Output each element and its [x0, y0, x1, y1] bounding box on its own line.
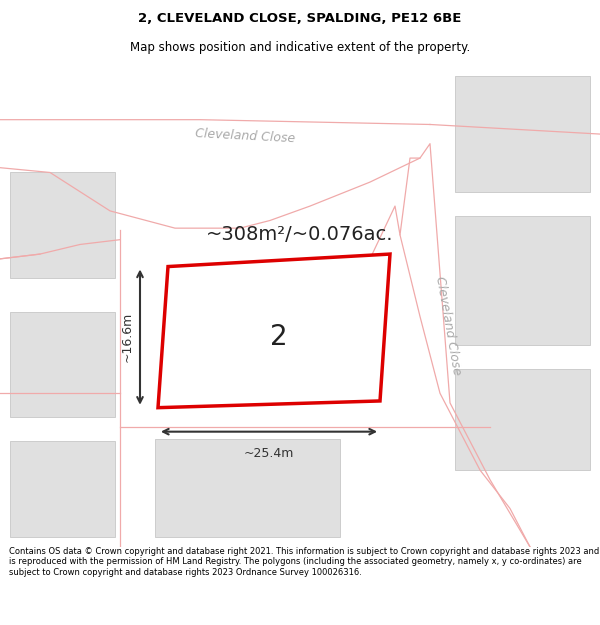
Polygon shape — [10, 441, 115, 538]
Text: Map shows position and indicative extent of the property.: Map shows position and indicative extent… — [130, 41, 470, 54]
Text: ~308m²/~0.076ac.: ~308m²/~0.076ac. — [206, 226, 394, 244]
Text: Cleveland Close: Cleveland Close — [194, 127, 295, 145]
Polygon shape — [0, 479, 600, 547]
Text: Contains OS data © Crown copyright and database right 2021. This information is : Contains OS data © Crown copyright and d… — [9, 547, 599, 577]
Text: ~25.4m: ~25.4m — [244, 447, 294, 460]
Polygon shape — [10, 173, 115, 278]
Text: 2, CLEVELAND CLOSE, SPALDING, PE12 6BE: 2, CLEVELAND CLOSE, SPALDING, PE12 6BE — [139, 12, 461, 25]
Polygon shape — [455, 216, 590, 345]
Text: 2: 2 — [270, 323, 288, 351]
Polygon shape — [10, 312, 115, 418]
Text: Cleveland Close: Cleveland Close — [433, 276, 463, 376]
Polygon shape — [455, 369, 590, 470]
Polygon shape — [158, 254, 390, 408]
Polygon shape — [0, 67, 600, 228]
Text: ~16.6m: ~16.6m — [121, 312, 134, 362]
Polygon shape — [210, 298, 355, 398]
Polygon shape — [455, 76, 590, 192]
Polygon shape — [120, 422, 530, 547]
Polygon shape — [155, 439, 340, 538]
Polygon shape — [395, 67, 600, 547]
